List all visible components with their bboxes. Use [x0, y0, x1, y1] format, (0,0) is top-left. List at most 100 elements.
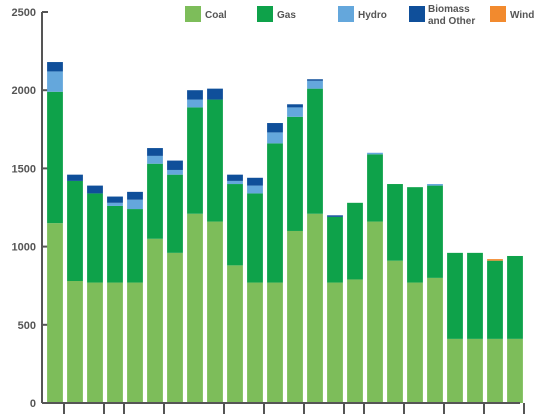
x-axis	[42, 402, 525, 414]
bar-segment-hydro	[107, 202, 123, 206]
bar-segment-gas	[147, 163, 163, 239]
y-axis: 0 500 1000 1500 2000 2500	[12, 7, 48, 410]
bar-segment-coal	[147, 238, 163, 403]
bar-segment-coal	[207, 221, 223, 403]
legend-label-biomass-line2: and Other	[428, 16, 475, 27]
bar-segment-coal	[347, 279, 363, 403]
bar-segment-hydro	[307, 80, 323, 89]
bar-segment-gas	[307, 88, 323, 214]
bar-segment-coal	[447, 338, 463, 403]
bar-segment-gas	[367, 154, 383, 222]
bar-segment-gas	[447, 252, 463, 339]
bar-segment-hydro	[147, 155, 163, 164]
bar-segment-biomass-and-other	[87, 185, 103, 194]
bar-segment-coal	[227, 265, 243, 403]
bar-segment-gas	[87, 193, 103, 283]
bar-segment-coal	[407, 282, 423, 403]
bar-segment-coal	[367, 221, 383, 403]
bar-segment-hydro	[247, 185, 263, 194]
bar-segment-gas	[327, 216, 343, 283]
bar-segment-gas	[127, 209, 143, 283]
bar-segment-hydro	[367, 152, 383, 155]
bar-segment-coal	[127, 282, 143, 403]
bar-segment-hydro	[167, 169, 183, 175]
bar-segment-coal	[267, 282, 283, 403]
bar-segment-biomass-and-other	[187, 90, 203, 100]
bar-segment-biomass-and-other	[227, 174, 243, 181]
bar-segment-biomass-and-other	[67, 174, 83, 181]
legend-swatch-wind	[490, 6, 506, 22]
legend-item-wind: Wind	[490, 6, 534, 22]
legend-label-wind: Wind	[510, 10, 534, 21]
bar-segment-biomass-and-other	[307, 79, 323, 81]
y-tick-label: 2500	[12, 7, 36, 19]
bar-segment-gas	[67, 180, 83, 282]
bar-segment-coal	[287, 230, 303, 403]
bar-segment-gas	[507, 255, 523, 339]
bar-segment-coal	[187, 213, 203, 403]
bar-segment-coal	[507, 338, 523, 403]
bar-segment-hydro	[47, 71, 63, 92]
y-tick-label: 1500	[12, 163, 36, 175]
legend-swatch-gas	[257, 6, 273, 22]
y-tick-label: 2000	[12, 85, 36, 97]
legend-label-biomass-line1: Biomass	[428, 4, 470, 15]
bar-segment-gas	[227, 184, 243, 266]
legend-swatch-hydro	[338, 6, 354, 22]
bar-segment-gas	[407, 187, 423, 283]
bar-segment-wind	[487, 259, 503, 261]
bar-segment-biomass-and-other	[287, 104, 303, 108]
bar-segment-coal	[387, 260, 403, 403]
bar-segment-gas	[47, 91, 63, 224]
y-tick-label: 500	[18, 320, 36, 332]
bar-segment-coal	[67, 281, 83, 403]
y-tick-label: 1000	[12, 242, 36, 254]
bar-segment-biomass-and-other	[327, 215, 343, 217]
bar-segment-gas	[267, 143, 283, 283]
bar-segment-gas	[187, 107, 203, 214]
bar-segment-biomass-and-other	[47, 62, 63, 72]
bar-segment-biomass-and-other	[207, 88, 223, 100]
y-tick-label: 0	[30, 398, 36, 410]
bar-segment-coal	[167, 252, 183, 403]
bar-segment-gas	[107, 205, 123, 283]
bar-segment-coal	[107, 282, 123, 403]
bar-segment-biomass-and-other	[147, 148, 163, 156]
bar-segment-gas	[347, 202, 363, 280]
legend-item-coal: Coal	[185, 6, 227, 22]
legend-label-coal: Coal	[205, 10, 227, 21]
bar-segment-gas	[467, 252, 483, 339]
bar-segment-hydro	[127, 199, 143, 210]
legend-item-gas: Gas	[257, 6, 296, 22]
bar-segment-coal	[247, 282, 263, 403]
bar-segment-gas	[167, 174, 183, 253]
bar-segment-coal	[487, 338, 503, 403]
bar-segment-biomass-and-other	[107, 196, 123, 203]
bar-segment-hydro	[227, 180, 243, 185]
legend-swatch-coal	[185, 6, 201, 22]
legend-item-hydro: Hydro	[338, 6, 387, 22]
bar-segment-gas	[427, 185, 443, 278]
bar-segment-biomass-and-other	[167, 160, 183, 170]
bar-segment-biomass-and-other	[127, 191, 143, 200]
legend-swatch-biomass-and-other	[409, 6, 425, 22]
bar-segment-hydro	[287, 107, 303, 117]
bar-segment-hydro	[427, 184, 443, 186]
legend-item-biomass-and-other: Biomass and Other	[409, 4, 475, 27]
bar-segment-hydro	[187, 99, 203, 108]
bar-segment-coal	[47, 223, 63, 403]
bar-segment-gas	[207, 99, 223, 222]
bar-segment-biomass-and-other	[247, 177, 263, 186]
bar-segment-gas	[287, 116, 303, 231]
bars	[47, 62, 523, 403]
bar-segment-coal	[327, 282, 343, 403]
bar-segment-coal	[467, 338, 483, 403]
bar-segment-biomass-and-other	[267, 123, 283, 133]
legend-label-gas: Gas	[277, 10, 296, 21]
bar-segment-coal	[307, 213, 323, 403]
bar-segment-gas	[387, 184, 403, 261]
bar-segment-coal	[87, 282, 103, 403]
legend: Coal Gas Hydro Biomass and Other Wind	[185, 4, 534, 27]
legend-label-hydro: Hydro	[358, 10, 387, 21]
